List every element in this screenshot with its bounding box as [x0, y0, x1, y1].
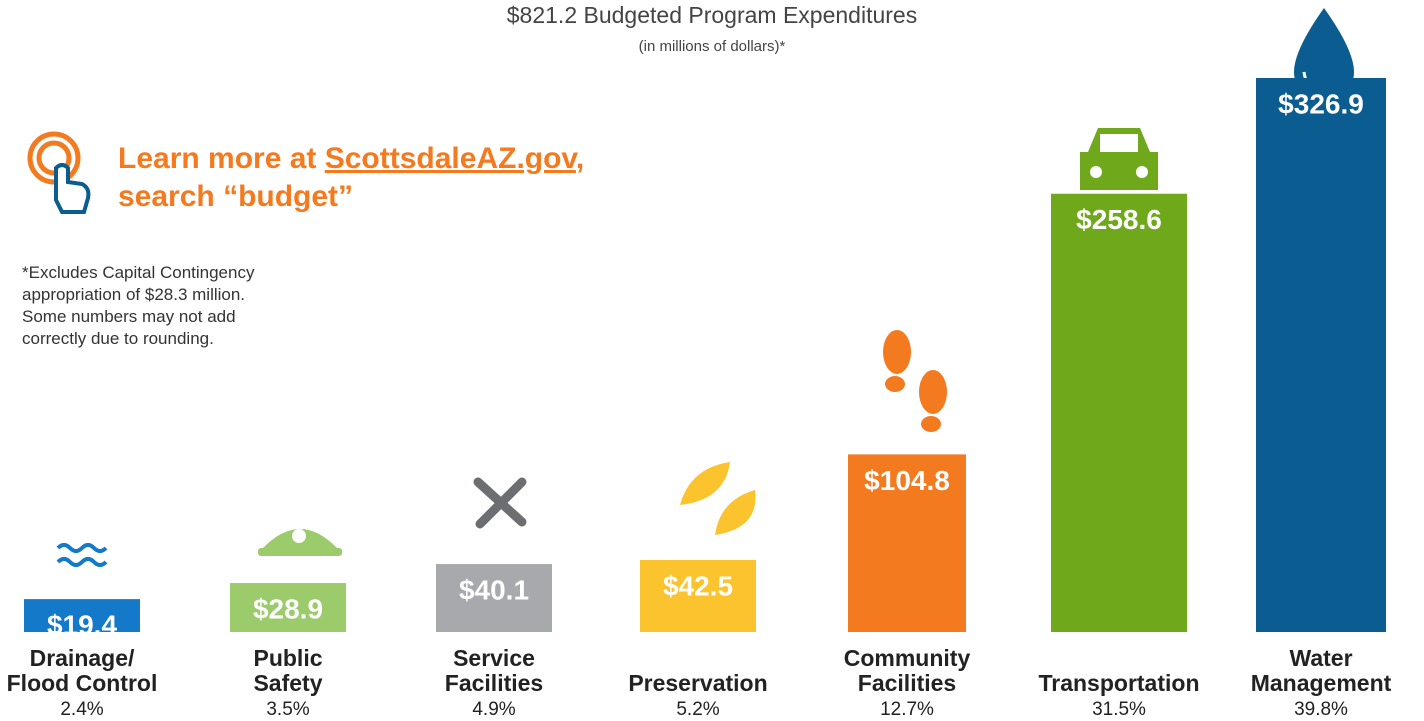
value-label: $40.1: [459, 574, 529, 605]
category-text: Drainage/ Flood Control: [6, 645, 158, 696]
percentage-label: 39.8%: [1294, 699, 1348, 720]
chart-title: $821.2 Budgeted Program Expenditures: [506, 2, 918, 28]
car-icon: [1080, 128, 1158, 190]
link-text: Learn more at ScottsdaleAZ.gov, search “…: [118, 140, 584, 216]
bar: [848, 454, 966, 632]
bar: [436, 564, 552, 632]
category-label: Community Facilities: [812, 636, 1002, 696]
category-text: Transportation: [1038, 670, 1200, 696]
link[interactable]: ScottsdaleAZ.gov: [324, 142, 576, 175]
cap-icon: [258, 529, 342, 556]
percentage-label: 4.9%: [472, 699, 516, 720]
value-label: $28.9: [253, 593, 323, 624]
value-label: $42.5: [663, 570, 733, 601]
link-prefix: Learn more at: [118, 142, 325, 175]
footprint-icon: [883, 330, 947, 432]
value-label: $104.8: [864, 465, 950, 496]
bar: [230, 583, 346, 632]
value-label: $19.4: [47, 610, 117, 641]
link-line2: search “budget”: [118, 180, 354, 213]
category-label: Preservation: [603, 636, 793, 696]
bar: [1051, 193, 1187, 633]
category-label: Service Facilities: [399, 636, 589, 696]
leaf-icon: [680, 462, 756, 535]
percentage-label: 31.5%: [1092, 699, 1146, 720]
value-label: $326.9: [1278, 88, 1364, 119]
footnote: *Excludes Capital Contingency appropriat…: [22, 263, 255, 348]
bar: [24, 599, 140, 632]
category-label: Transportation: [1024, 636, 1214, 696]
category-text: Preservation: [628, 670, 768, 696]
percentage-label: 2.4%: [60, 699, 104, 720]
tools-icon: [473, 477, 527, 529]
category-label: Public Safety: [193, 636, 383, 696]
category-text: Community Facilities: [843, 645, 971, 696]
category-text: Public Safety: [253, 645, 323, 696]
chart-subtitle: (in millions of dollars)*: [638, 38, 786, 55]
category-text: Water Management: [1250, 645, 1392, 696]
category-label: Water Management: [1226, 636, 1416, 696]
percentage-label: 12.7%: [880, 699, 934, 720]
wave-icon: [56, 543, 108, 567]
value-label: $258.6: [1076, 204, 1162, 235]
link-suffix: ,: [575, 142, 585, 175]
percentage-label: 3.5%: [266, 699, 310, 720]
bar: [640, 559, 756, 632]
bar: [1256, 78, 1386, 632]
percentage-label: 5.2%: [676, 699, 720, 720]
touch-icon: [27, 131, 91, 214]
category-label: Drainage/ Flood Control: [0, 636, 177, 696]
category-text: Service Facilities: [444, 645, 544, 696]
